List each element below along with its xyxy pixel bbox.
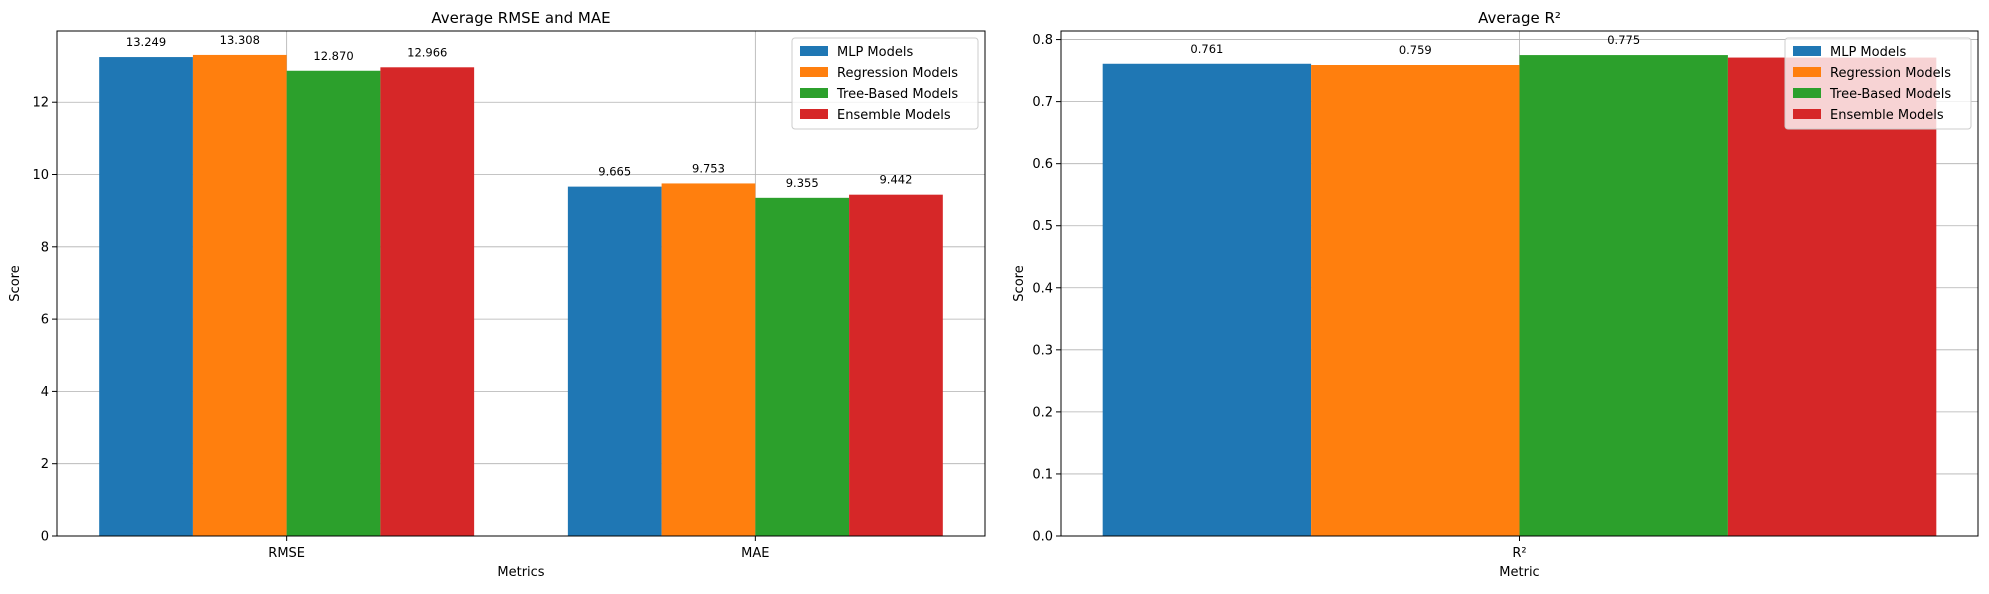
bar-value-label: 9.753 xyxy=(692,161,725,175)
bar xyxy=(1727,57,1937,536)
legend-box xyxy=(1784,37,1972,130)
x-axis-label: Metrics xyxy=(497,565,544,580)
bar xyxy=(1102,63,1312,537)
x-axis-label: Metric xyxy=(1499,565,1539,580)
y-tick-label: 0.4 xyxy=(1032,281,1053,296)
legend-label: Regression Models xyxy=(1830,66,1951,81)
bar-value-label: 12.870 xyxy=(313,49,353,63)
legend-swatch xyxy=(800,109,828,119)
bar-value-label: 0.759 xyxy=(1399,43,1432,57)
legend-swatch xyxy=(800,46,828,56)
y-tick-label: 0 xyxy=(41,530,49,545)
bar xyxy=(286,70,381,536)
y-tick-label: 0.6 xyxy=(1032,157,1053,172)
legend-swatch xyxy=(800,67,828,77)
bar xyxy=(1311,65,1520,537)
y-tick-label: 8 xyxy=(41,240,49,255)
legend-label: Regression Models xyxy=(837,66,958,81)
plot-frame xyxy=(56,30,986,537)
legend-label: Tree-Based Models xyxy=(836,87,958,102)
bar xyxy=(849,194,943,536)
bar-value-label: 0.775 xyxy=(1607,33,1640,47)
bar xyxy=(380,67,475,536)
y-tick-label: 0.1 xyxy=(1032,467,1053,482)
bar xyxy=(567,186,662,536)
bar xyxy=(1519,55,1728,536)
y-tick-label: 4 xyxy=(41,385,49,400)
legend-label: MLP Models xyxy=(1830,45,1906,60)
legend-swatch xyxy=(1793,88,1821,98)
bar-value-label: 12.966 xyxy=(407,45,447,59)
y-tick-label: 0.0 xyxy=(1032,530,1053,545)
bar xyxy=(99,57,193,536)
legend-swatch xyxy=(800,88,828,98)
chart-title: Average R² xyxy=(1478,9,1561,27)
y-axis-label: Score xyxy=(8,265,23,301)
bar-value-label: 13.249 xyxy=(126,35,166,49)
bar-value-label: 9.665 xyxy=(598,165,631,179)
x-tick-label: R² xyxy=(1512,546,1526,561)
y-tick-label: 0.3 xyxy=(1032,343,1053,358)
legend-label: MLP Models xyxy=(837,45,913,60)
bar xyxy=(192,54,287,536)
bar-value-label: 0.761 xyxy=(1190,42,1223,56)
bar-value-label: 9.355 xyxy=(786,176,819,190)
chart-title: Average RMSE and MAE xyxy=(431,9,610,27)
y-tick-label: 0.8 xyxy=(1032,33,1053,48)
y-tick-label: 10 xyxy=(32,168,49,183)
bar-value-label: 13.308 xyxy=(220,33,260,47)
legend-swatch xyxy=(1793,46,1821,56)
bar xyxy=(755,197,850,536)
y-tick-label: 0.5 xyxy=(1032,219,1053,234)
y-axis-label: Score xyxy=(1012,265,1027,301)
bar-value-label: 9.442 xyxy=(879,173,912,187)
y-tick-label: 2 xyxy=(41,457,49,472)
y-tick-label: 0.7 xyxy=(1032,95,1053,110)
legend-swatch xyxy=(1793,109,1821,119)
legend-swatch xyxy=(1793,67,1821,77)
x-tick-label: MAE xyxy=(741,546,769,561)
y-tick-label: 12 xyxy=(32,96,49,111)
y-tick-label: 6 xyxy=(41,313,49,328)
legend-label: Tree-Based Models xyxy=(1829,87,1951,102)
legend-box xyxy=(791,37,979,130)
legend-label: Ensemble Models xyxy=(837,108,951,123)
x-tick-label: RMSE xyxy=(268,546,305,561)
legend-label: Ensemble Models xyxy=(1830,108,1944,123)
bar xyxy=(661,183,756,536)
y-tick-label: 0.2 xyxy=(1032,405,1053,420)
